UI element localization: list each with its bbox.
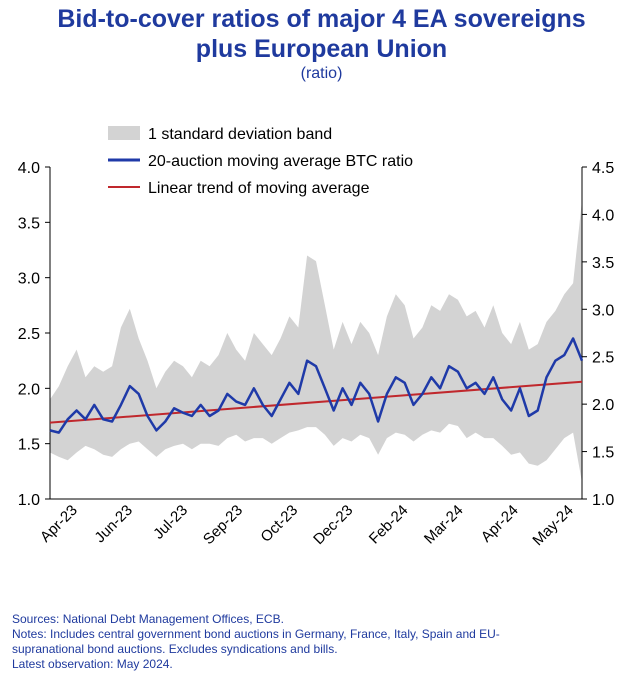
y-right-tick-label: 4.0 xyxy=(592,207,614,224)
chart-title-line1: Bid-to-cover ratios of major 4 EA sovere… xyxy=(57,5,586,33)
sources-note: Sources: National Debt Management Office… xyxy=(12,612,284,626)
latest-observation-note: Latest observation: May 2024. xyxy=(12,657,173,671)
x-tick-label: Feb-24 xyxy=(366,502,412,548)
y-left-tick-label: 3.0 xyxy=(18,271,40,288)
x-tick-label: Mar-24 xyxy=(421,502,467,548)
std-dev-band xyxy=(50,200,582,483)
y-right-tick-label: 2.5 xyxy=(592,350,614,367)
notes-line2: supranational bond auctions. Excludes sy… xyxy=(12,642,338,656)
chart-area: 1.0 1.5 2.0 2.5 3.0 3.5 4.0 1.0 1.5 2.0 2.5 3.0 3.5 4… xyxy=(18,126,614,549)
legend-label: 20-auction moving average BTC ratio xyxy=(148,153,413,170)
x-tick-label: Jul-23 xyxy=(150,502,191,543)
chart-subtitle: (ratio) xyxy=(300,65,343,82)
x-tick-label: Apr-23 xyxy=(37,502,81,546)
legend-label: 1 standard deviation band xyxy=(148,126,332,143)
y-right-tick-label: 3.0 xyxy=(592,302,614,319)
y-left-tick-label: 2.5 xyxy=(18,326,40,343)
x-tick-label: Oct-23 xyxy=(257,502,301,546)
x-tick-label: Apr-24 xyxy=(478,502,522,546)
y-left-tick-label: 3.5 xyxy=(18,215,40,232)
y-right-tick-label: 2.0 xyxy=(592,397,614,414)
y-right-tick-label: 3.5 xyxy=(592,255,614,272)
x-tick-label: Dec-23 xyxy=(310,502,356,548)
legend-band-swatch xyxy=(108,126,140,140)
chart-notes: Sources: National Debt Management Office… xyxy=(12,612,632,672)
moving-average-line xyxy=(49,337,584,434)
y-right-tick-label: 4.5 xyxy=(592,160,614,177)
y-right-tick-label: 1.5 xyxy=(592,445,614,462)
y-left-tick-label: 2.0 xyxy=(18,381,40,398)
legend-label: Linear trend of moving average xyxy=(148,180,370,197)
notes-line1: Notes: Includes central government bond … xyxy=(12,627,500,641)
x-tick-label: Jun-23 xyxy=(91,502,135,546)
y-right-tick-label: 1.0 xyxy=(592,492,614,509)
x-tick-label: Sep-23 xyxy=(200,502,246,548)
y-left-tick-label: 1.0 xyxy=(18,492,40,509)
chart-title-line2: plus European Union xyxy=(195,35,448,63)
trend-line xyxy=(49,380,583,424)
y-left-tick-label: 4.0 xyxy=(18,160,40,177)
x-tick-label: May-24 xyxy=(529,502,576,549)
y-left-tick-label: 1.5 xyxy=(18,437,40,454)
